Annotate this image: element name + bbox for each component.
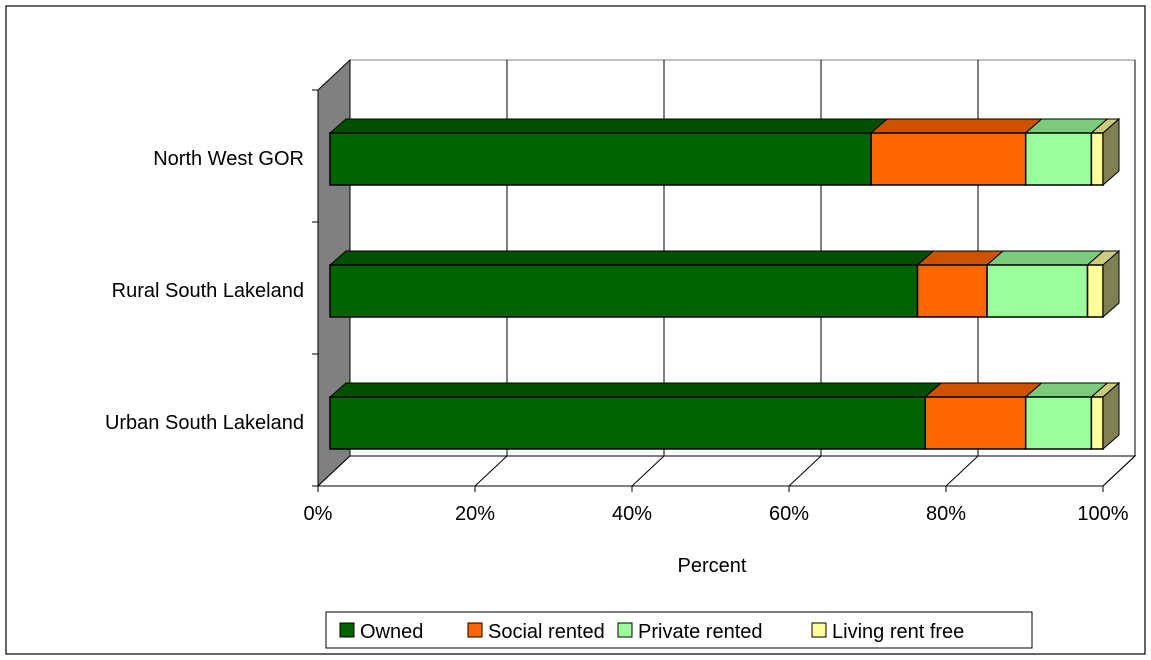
- x-tick-label: 80%: [926, 503, 966, 525]
- legend-box: [325, 611, 1033, 649]
- category-label: Urban South Lakeland: [105, 412, 304, 434]
- bars: [328, 117, 1121, 451]
- bar-owned-top: [328, 250, 935, 266]
- x-tick-label: 0%: [304, 503, 333, 525]
- bar-living-rent-free: [1086, 264, 1104, 318]
- bar-living-rent-free-side: [1102, 249, 1120, 319]
- bar-social-rented-top: [869, 118, 1044, 134]
- bar-owned-top: [328, 118, 889, 134]
- bar-social-rented-top: [923, 382, 1044, 398]
- x-tick-label: 40%: [612, 503, 652, 525]
- category-label: Rural South Lakeland: [112, 280, 304, 302]
- bar-living-rent-free-side: [1102, 117, 1120, 187]
- legend-social-rented-label: Social rented: [488, 621, 605, 643]
- legend-living-rent-free-swatch: [811, 622, 827, 638]
- legend-private-rented-label: Private rented: [638, 621, 763, 643]
- bar-social-rented: [870, 132, 1027, 186]
- floor-gridline-40%: [631, 455, 665, 487]
- bar-private-rented: [1024, 396, 1093, 450]
- bar-social-rented: [924, 396, 1027, 450]
- floor-gridline-60%: [788, 455, 822, 487]
- floor-gridline-20%: [474, 455, 508, 487]
- bar-living-rent-free-side: [1102, 381, 1120, 451]
- floor-gridline-80%: [945, 455, 979, 487]
- legend-living-rent-free-label: Living rent free: [832, 621, 964, 643]
- x-axis-title: Percent: [678, 555, 747, 577]
- legend-owned-swatch: [339, 622, 355, 638]
- floor: [316, 455, 1137, 487]
- x-tick-label: 20%: [455, 503, 495, 525]
- bar-private-rented-top: [985, 250, 1105, 266]
- bar-social-rented: [916, 264, 988, 318]
- axis-labels: 0% 20% 40% 60% 80% 100% North West GOR Rural So…: [105, 148, 1129, 525]
- bar-owned: [329, 264, 919, 318]
- x-tick-label: 60%: [769, 503, 809, 525]
- category-label: North West GOR: [153, 148, 304, 170]
- legend-social-rented-swatch: [467, 622, 483, 638]
- legend: Owned Social rented Private rented Living r…: [325, 611, 1033, 649]
- bar-owned-top: [328, 382, 943, 398]
- x-tick-label: 100%: [1077, 503, 1128, 525]
- bar-private-rented: [1024, 132, 1093, 186]
- legend-private-rented-swatch: [617, 622, 633, 638]
- axes: [312, 89, 1104, 492]
- legend-owned-label: Owned: [360, 621, 423, 643]
- floor-gridline-100%: [1102, 455, 1136, 487]
- bar-private-rented: [986, 264, 1089, 318]
- bar-living-rent-free: [1090, 396, 1104, 450]
- bar-owned: [329, 132, 872, 186]
- bar-owned: [329, 396, 926, 450]
- bar-living-rent-free: [1090, 132, 1104, 186]
